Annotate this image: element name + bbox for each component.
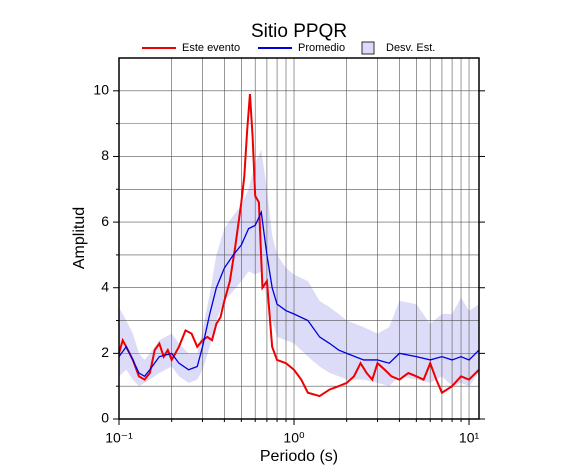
y-tick-label: 2 bbox=[101, 344, 109, 360]
y-axis-label: Amplitud bbox=[71, 207, 88, 269]
series-line bbox=[118, 94, 480, 398]
legend-label: Promedio bbox=[298, 42, 345, 54]
legend-label: Desv. Est. bbox=[386, 42, 435, 54]
legend-label: Este evento bbox=[182, 42, 240, 54]
x-tick-label: 10¹ bbox=[459, 430, 480, 446]
x-axis-label: Periodo (s) bbox=[260, 448, 338, 465]
y-tick-label: 4 bbox=[101, 278, 109, 294]
y-tick-label: 6 bbox=[101, 213, 109, 229]
chart-title: Sitio PPQR bbox=[251, 21, 347, 42]
std-band bbox=[119, 149, 479, 387]
y-tick-label: 8 bbox=[101, 147, 109, 163]
y-tick-label: 0 bbox=[101, 410, 109, 426]
x-tick-label: 10⁻¹ bbox=[105, 430, 133, 446]
x-tick-label: 10⁰ bbox=[283, 430, 305, 446]
plot-frame bbox=[118, 57, 480, 420]
series-line bbox=[118, 209, 480, 378]
y-tick-label: 10 bbox=[93, 82, 109, 98]
legend-swatch bbox=[361, 41, 375, 55]
